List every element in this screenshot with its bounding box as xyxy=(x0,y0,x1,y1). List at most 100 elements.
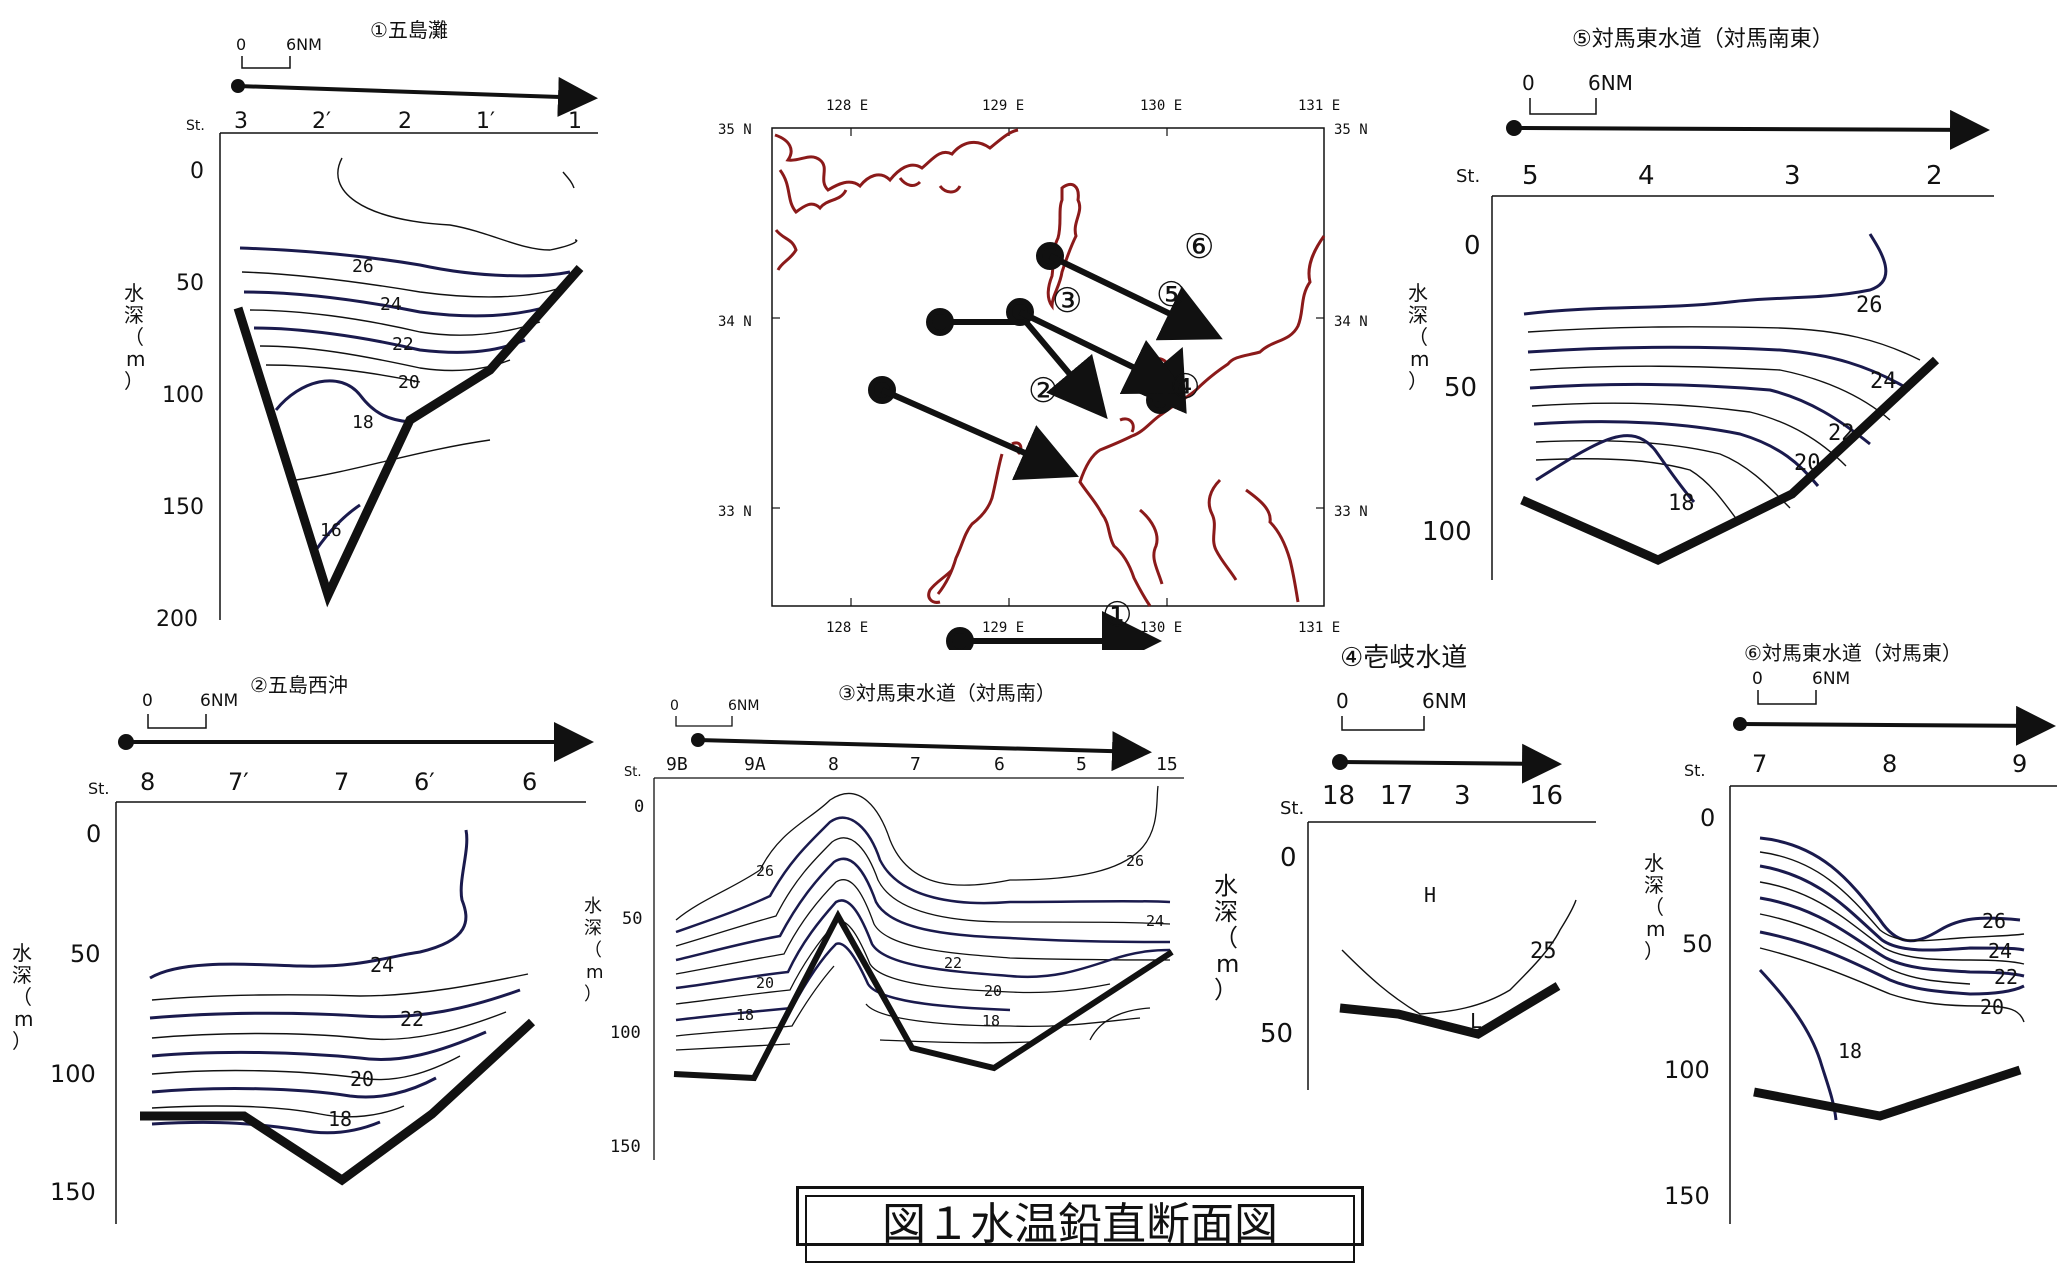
station-label: 9B xyxy=(666,754,688,775)
station-label: 15 xyxy=(1156,754,1178,775)
svg-text:26: 26 xyxy=(1856,293,1883,318)
svg-text:②: ② xyxy=(1028,371,1058,411)
isotherm-contour xyxy=(1341,899,1577,1015)
svg-text:25: 25 xyxy=(1530,939,1557,964)
station-label: 2′ xyxy=(312,109,331,134)
coastline-kyushu xyxy=(1078,235,1326,607)
svg-text:24: 24 xyxy=(1870,369,1897,394)
depth-axis-label: 水 深 （ m ） xyxy=(584,896,604,1005)
contour-value-labels: 26 24 22 20 18 xyxy=(1838,909,2018,1063)
svg-text:20: 20 xyxy=(398,372,420,393)
map-frame xyxy=(771,127,1325,607)
depth-axis-label: 水 深 （ m ） xyxy=(12,941,33,1053)
station-label: 6 xyxy=(522,768,537,796)
scale-label: 6NM xyxy=(728,698,759,714)
svg-text:16: 16 xyxy=(320,520,342,541)
svg-text:）: ） xyxy=(1644,939,1664,963)
st-label: St. xyxy=(88,779,110,798)
svg-text:129 E: 129 E xyxy=(982,98,1024,114)
scale-bar xyxy=(675,716,733,727)
station-label: 1 xyxy=(568,109,582,134)
svg-text:（: （ xyxy=(12,985,32,1009)
figure-caption: 図１水温鉛直断面図 xyxy=(805,1195,1355,1263)
st-label: St. xyxy=(1684,761,1706,780)
svg-text:130 E: 130 E xyxy=(1140,98,1182,114)
svg-text:129 E: 129 E xyxy=(982,620,1024,636)
svg-text:水: 水 xyxy=(1214,872,1238,900)
depth-tick: 100 xyxy=(1422,517,1472,547)
svg-text:128 E: 128 E xyxy=(826,98,868,114)
svg-text:（: （ xyxy=(1408,325,1428,349)
route-arrows xyxy=(868,242,1223,650)
section-direction-arrow xyxy=(1739,705,2056,746)
depth-tick: 150 xyxy=(50,1178,96,1206)
scale-zero: 0 xyxy=(670,698,679,714)
station-label: 8 xyxy=(140,768,155,796)
coastline-goto-islands xyxy=(927,441,1023,604)
depth-tick: 0 xyxy=(634,797,644,817)
section-title: ③対馬東水道（対馬南） xyxy=(838,681,1056,705)
scale-zero: 0 xyxy=(236,35,246,54)
coastline-tsushima xyxy=(1046,183,1082,311)
svg-text:深: 深 xyxy=(584,918,602,939)
map-lat-labels: 35 N 34 N 33 N 35 N 34 N 33 N xyxy=(718,122,1368,520)
svg-text:）: ） xyxy=(12,1029,32,1053)
svg-text:m: m xyxy=(126,347,145,371)
svg-text:④: ④ xyxy=(1170,367,1200,407)
svg-text:33 N: 33 N xyxy=(718,504,752,520)
sea-bottom-profile xyxy=(673,909,1174,1082)
svg-text:35 N: 35 N xyxy=(1334,122,1368,138)
svg-text:（: （ xyxy=(1214,924,1238,952)
depth-tick: 0 xyxy=(1700,804,1715,832)
depth-axis-label: 水 深 （ m ） xyxy=(124,281,145,393)
svg-text:26: 26 xyxy=(1982,909,2006,933)
depth-axis-label: 水 深 （ m ） xyxy=(1214,872,1239,1004)
section-title: ⑤対馬東水道（対馬南東） xyxy=(1572,27,1834,52)
scale-zero: 0 xyxy=(1522,71,1535,95)
scale-label: 6NM xyxy=(1812,669,1850,689)
sea-bottom-profile xyxy=(1520,356,1940,565)
svg-text:34 N: 34 N xyxy=(718,314,752,330)
svg-text:m: m xyxy=(1646,917,1665,941)
station-label: 2 xyxy=(1926,161,1943,191)
svg-text:131 E: 131 E xyxy=(1298,620,1340,636)
svg-text:水: 水 xyxy=(1644,851,1664,875)
isotherm-contours xyxy=(1758,836,2025,1121)
station-label: 18 xyxy=(1322,781,1355,811)
map-ticks xyxy=(772,128,1324,606)
depth-tick: 150 xyxy=(162,495,204,520)
scale-label: 6NM xyxy=(1422,689,1467,713)
svg-text:22: 22 xyxy=(944,954,962,972)
svg-text:H: H xyxy=(1424,883,1436,907)
svg-text:18: 18 xyxy=(982,1012,1000,1030)
svg-text:水: 水 xyxy=(124,281,144,305)
st-label: St. xyxy=(186,118,205,134)
depth-tick: 50 xyxy=(1260,1019,1293,1049)
scale-bar xyxy=(241,56,291,69)
section-direction-arrow xyxy=(237,76,598,117)
scale-zero: 0 xyxy=(1336,689,1349,713)
scale-zero: 0 xyxy=(1752,669,1763,689)
svg-text:①: ① xyxy=(1102,595,1132,635)
svg-text:20: 20 xyxy=(350,1067,374,1091)
svg-text:水: 水 xyxy=(1408,281,1428,305)
svg-text:18: 18 xyxy=(1838,1039,1862,1063)
contour-value-labels: 24 22 20 18 xyxy=(328,953,424,1131)
scale-bar xyxy=(147,714,207,729)
section-panel-2: ②五島西沖 0 6NM St. 8 7′ 7 6′ 6 0 50 100 150… xyxy=(12,673,594,1224)
svg-text:m: m xyxy=(1216,950,1239,978)
svg-text:130 E: 130 E xyxy=(1140,620,1182,636)
contour-value-labels: 26 24 22 20 18 16 xyxy=(320,256,420,541)
station-label: 7 xyxy=(910,754,921,775)
isotherm-contours xyxy=(239,157,578,551)
depth-tick: 0 xyxy=(190,159,204,184)
station-label: 7 xyxy=(334,768,349,796)
station-label: 9A xyxy=(744,754,766,775)
isotherm-contours xyxy=(149,829,529,1135)
section-panel-6: ⑥対馬東水道（対馬東） 0 6NM St. 7 8 9 0 50 100 150… xyxy=(1644,641,2057,1224)
svg-text:深: 深 xyxy=(124,303,144,327)
svg-text:水: 水 xyxy=(584,896,602,917)
depth-tick: 0 xyxy=(86,820,101,848)
svg-text:128 E: 128 E xyxy=(826,620,868,636)
station-label: 3 xyxy=(1454,781,1471,811)
